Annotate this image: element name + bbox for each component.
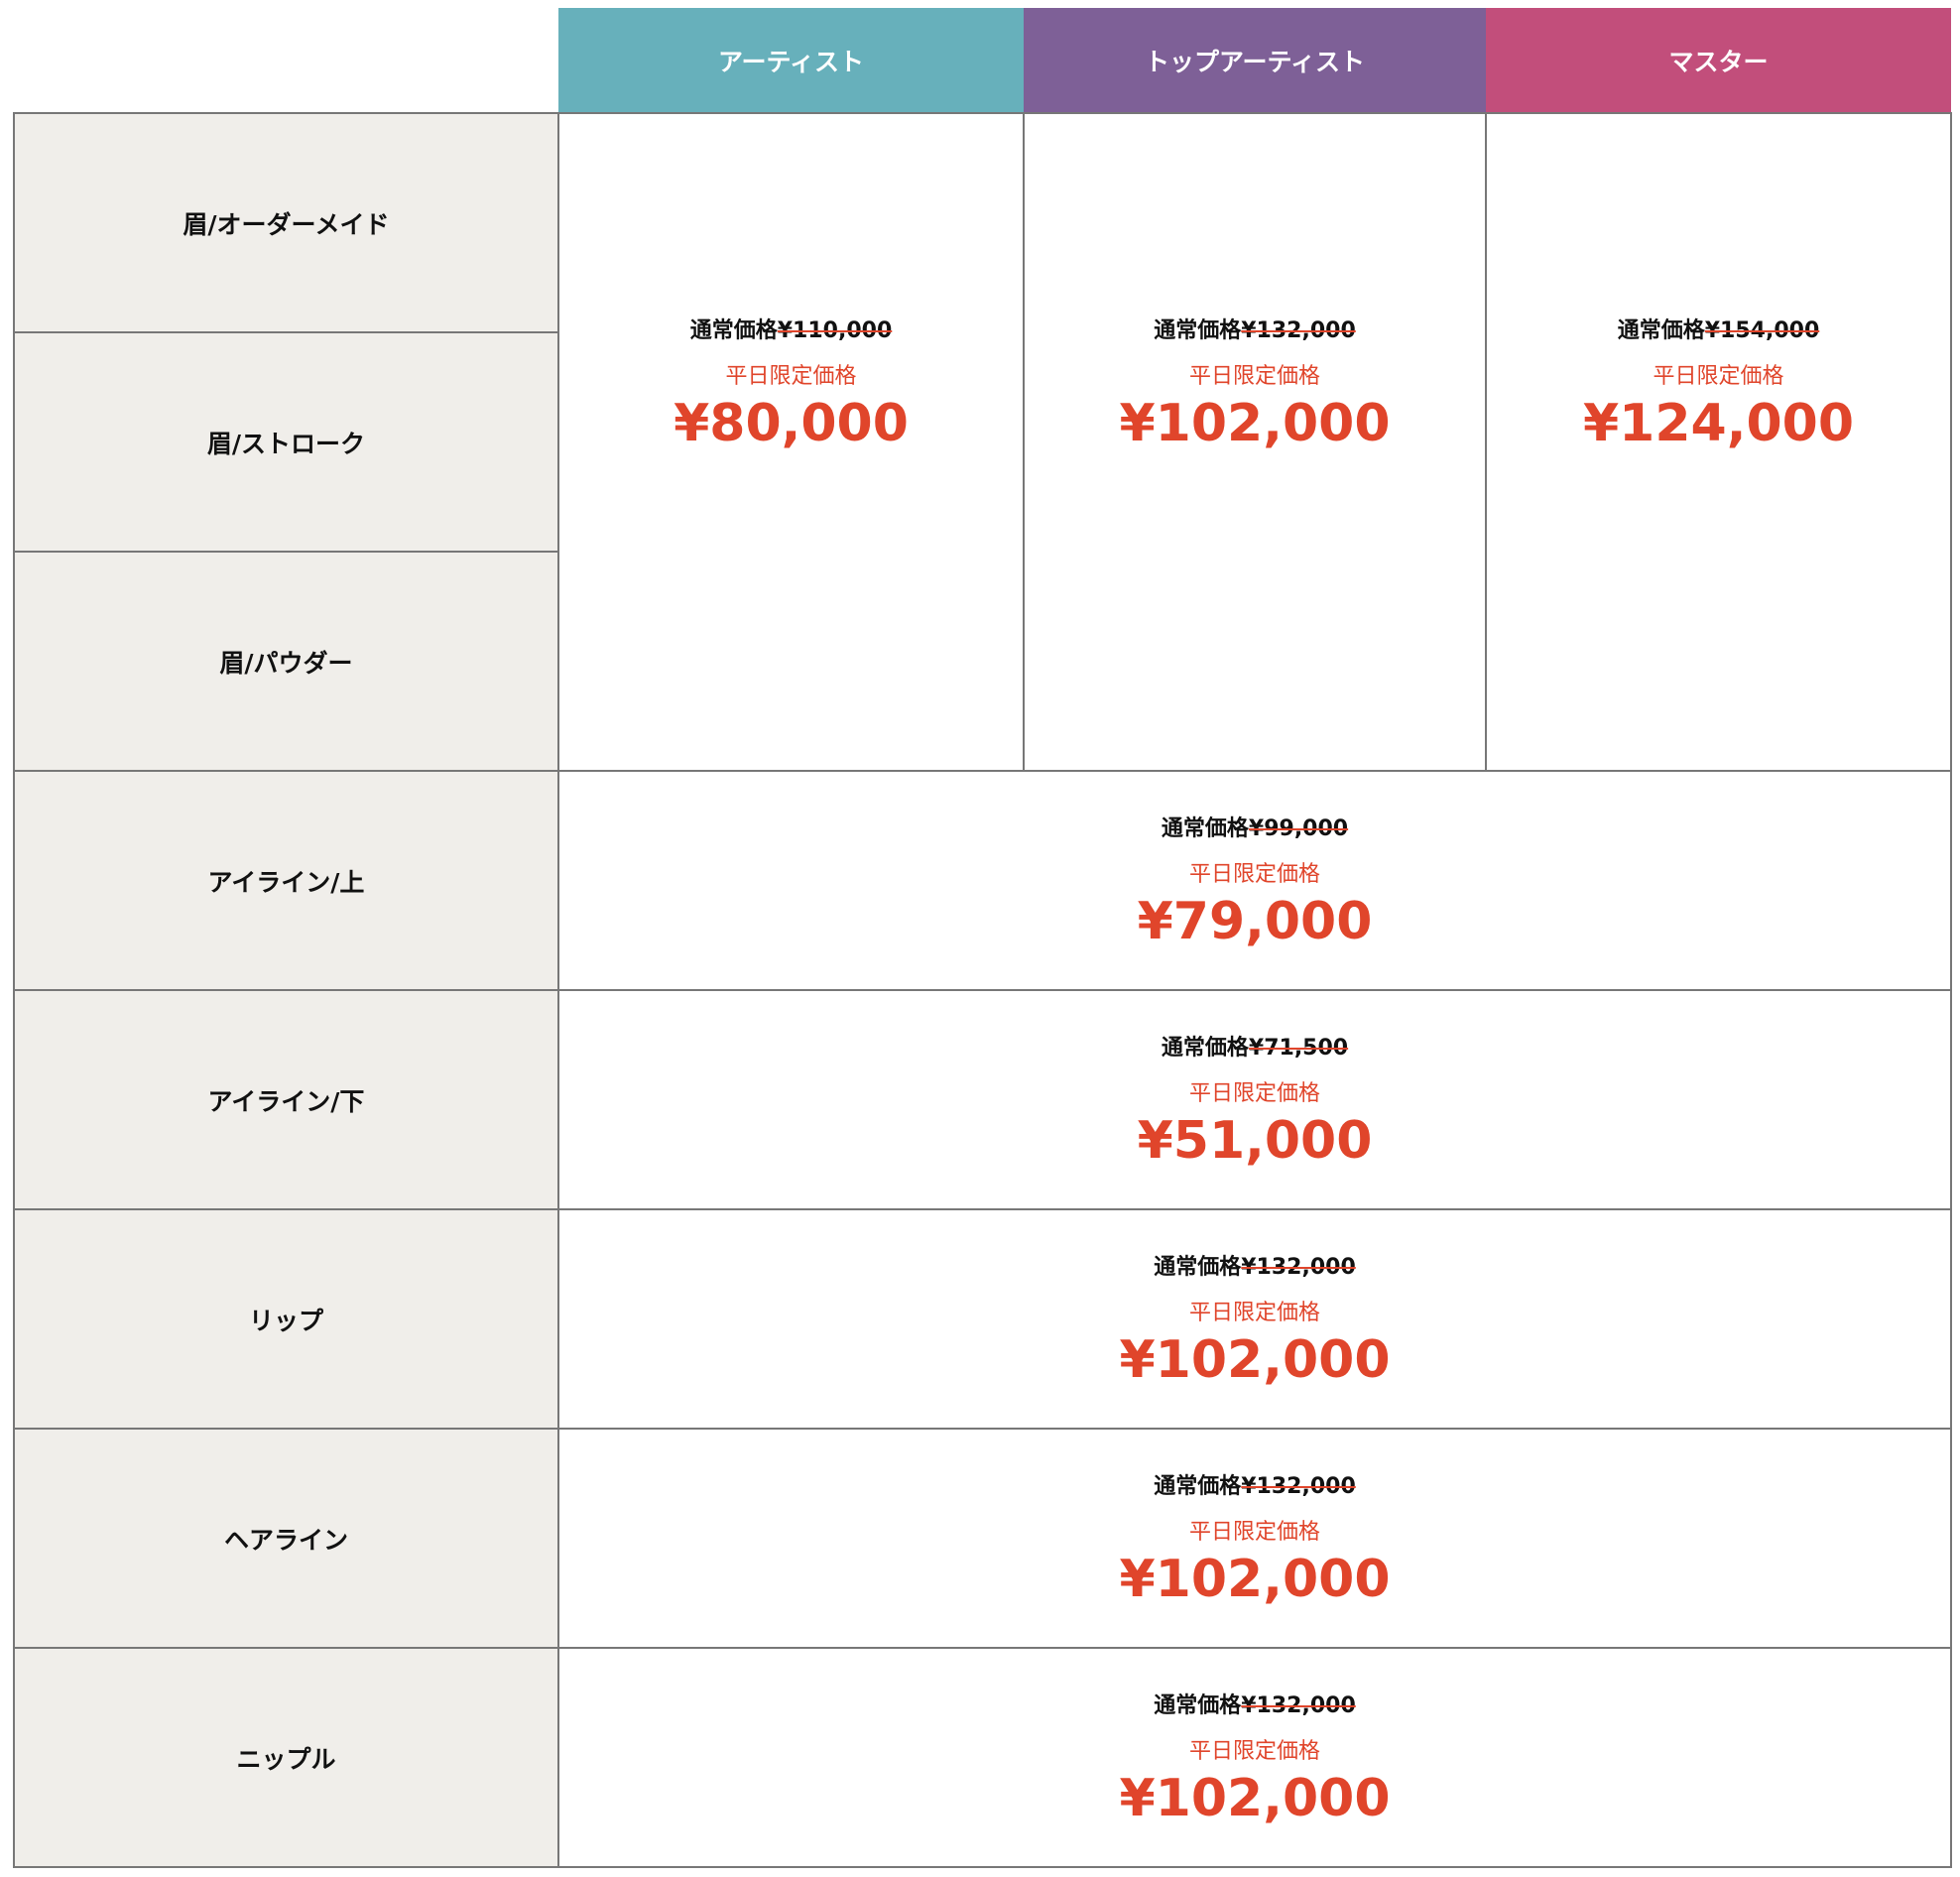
regular-amount: ¥132,000 <box>1241 1254 1356 1280</box>
special-price: ¥102,000 <box>1119 393 1391 453</box>
regular-label: 通常価格 <box>1154 1254 1242 1280</box>
row-label: ニップル <box>13 1647 559 1868</box>
regular-price: 通常価格¥132,000 <box>559 1468 1950 1500</box>
regular-amount: ¥154,000 <box>1704 317 1820 343</box>
service-row: アイライン/下 通常価格¥71,500 平日限定価格 ¥51,000 <box>13 989 1952 1210</box>
regular-amount: ¥110,000 <box>777 317 893 343</box>
regular-label: 通常価格 <box>1617 317 1705 343</box>
price-cell: 通常価格¥132,000 平日限定価格 ¥102,000 <box>557 1428 1952 1649</box>
price-cell: 通常価格¥132,000 平日限定価格 ¥102,000 <box>1023 112 1487 772</box>
regular-price: 通常価格¥110,000 <box>559 313 1023 344</box>
regular-price: 通常価格¥154,000 <box>1487 313 1950 344</box>
price-cell: 通常価格¥99,000 平日限定価格 ¥79,000 <box>557 770 1952 991</box>
price-cell: 通常価格¥132,000 平日限定価格 ¥102,000 <box>557 1647 1952 1868</box>
special-label: 平日限定価格 <box>725 363 857 389</box>
regular-amount: ¥132,000 <box>1241 1692 1356 1718</box>
service-row: ヘアライン 通常価格¥132,000 平日限定価格 ¥102,000 <box>13 1428 1952 1649</box>
brow-row: 眉/ストローク <box>13 331 1951 553</box>
regular-amount: ¥132,000 <box>1241 1473 1356 1499</box>
regular-amount: ¥99,000 <box>1248 815 1349 841</box>
price-cell: 通常価格¥132,000 平日限定価格 ¥102,000 <box>557 1208 1952 1430</box>
brow-row: 眉/パウダー <box>13 551 1951 772</box>
regular-amount: ¥132,000 <box>1241 317 1356 343</box>
regular-label: 通常価格 <box>1154 1473 1242 1499</box>
regular-price: 通常価格¥71,500 <box>559 1030 1950 1062</box>
special-price: ¥102,000 <box>1119 1768 1391 1828</box>
price-cell: 通常価格¥154,000 平日限定価格 ¥124,000 <box>1485 112 1952 772</box>
regular-label: 通常価格 <box>1161 1035 1249 1061</box>
special-label: 平日限定価格 <box>1653 363 1784 389</box>
column-header: マスター <box>1486 8 1951 113</box>
price-block: 通常価格¥110,000 平日限定価格 ¥80,000 <box>559 313 1023 453</box>
regular-price: 通常価格¥132,000 <box>559 1688 1950 1719</box>
regular-label: 通常価格 <box>1161 815 1249 841</box>
service-row: アイライン/上 通常価格¥99,000 平日限定価格 ¥79,000 <box>13 770 1952 991</box>
row-label: アイライン/上 <box>13 770 559 991</box>
special-price: ¥102,000 <box>1119 1549 1391 1609</box>
price-cell: 通常価格¥71,500 平日限定価格 ¥51,000 <box>557 989 1952 1210</box>
price-block: 通常価格¥154,000 平日限定価格 ¥124,000 <box>1487 313 1950 453</box>
regular-amount: ¥71,500 <box>1248 1035 1349 1061</box>
special-price: ¥124,000 <box>1582 393 1855 453</box>
row-label: 眉/パウダー <box>13 551 559 772</box>
regular-price: 通常価格¥99,000 <box>559 811 1950 842</box>
price-block: 通常価格¥132,000 平日限定価格 ¥102,000 <box>1025 313 1485 453</box>
special-label: 平日限定価格 <box>1188 1080 1320 1106</box>
price-table: アーティスト トップアーティスト マスター 眉/オーダーメイド 通常価格¥110,00… <box>13 8 1952 1868</box>
special-label: 平日限定価格 <box>1188 861 1320 887</box>
row-label: 眉/ストローク <box>13 331 559 553</box>
service-row: リップ 通常価格¥132,000 平日限定価格 ¥102,000 <box>13 1208 1952 1430</box>
brow-row: 眉/オーダーメイド 通常価格¥110,000 平日限定価格 ¥80,000 通常価格¥1… <box>13 112 1952 772</box>
special-price: ¥102,000 <box>1119 1329 1391 1390</box>
special-label: 平日限定価格 <box>1188 1738 1320 1764</box>
special-label: 平日限定価格 <box>1188 1300 1320 1325</box>
regular-price: 通常価格¥132,000 <box>559 1249 1950 1281</box>
header-row: アーティスト トップアーティスト マスター <box>14 8 1951 113</box>
regular-label: 通常価格 <box>689 317 778 343</box>
special-label: 平日限定価格 <box>1188 363 1320 389</box>
row-label: リップ <box>13 1208 559 1430</box>
special-price: ¥79,000 <box>1137 891 1373 951</box>
row-label: アイライン/下 <box>13 989 559 1210</box>
row-label: 眉/オーダーメイド <box>13 112 559 333</box>
blank <box>14 8 558 113</box>
special-price: ¥80,000 <box>674 393 909 453</box>
regular-price: 通常価格¥132,000 <box>1025 313 1485 344</box>
column-header: トップアーティスト <box>1024 8 1486 113</box>
special-label: 平日限定価格 <box>1188 1519 1320 1545</box>
regular-label: 通常価格 <box>1154 1692 1242 1718</box>
service-row: ニップル 通常価格¥132,000 平日限定価格 ¥102,000 <box>13 1647 1952 1868</box>
row-label: ヘアライン <box>13 1428 559 1649</box>
regular-label: 通常価格 <box>1154 317 1242 343</box>
column-header: アーティスト <box>558 8 1024 113</box>
price-cell: 通常価格¥110,000 平日限定価格 ¥80,000 <box>557 112 1025 772</box>
special-price: ¥51,000 <box>1137 1110 1373 1171</box>
